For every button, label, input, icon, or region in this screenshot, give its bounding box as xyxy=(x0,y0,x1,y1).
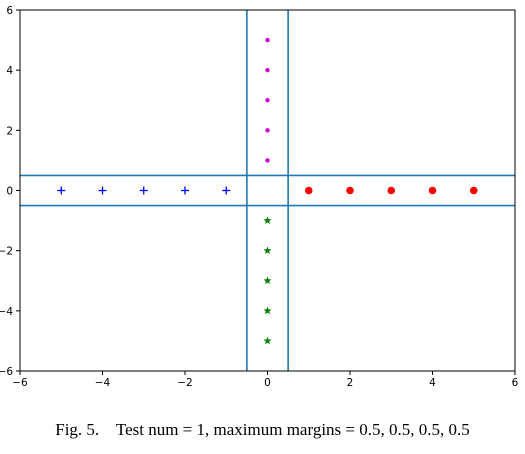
data-point-star xyxy=(264,246,272,254)
y-tick-label: 0 xyxy=(6,186,13,198)
data-point-star xyxy=(264,337,272,345)
x-tick-label: 2 xyxy=(347,377,354,389)
y-tick-label: −6 xyxy=(0,366,13,378)
data-point-dot xyxy=(265,38,269,42)
data-point-plus xyxy=(140,187,148,195)
data-point-dot xyxy=(265,98,269,102)
y-tick-label: −2 xyxy=(0,246,13,258)
margin-lines xyxy=(20,10,515,371)
x-tick-label: −2 xyxy=(177,377,192,389)
data-point-star xyxy=(264,277,272,285)
figure-caption: Fig. 5. Test num = 1, maximum margins = … xyxy=(0,420,525,440)
scatter-chart: −6 −4 −2 0 2 4 6 −6 −4 −2 0 2 4 6 xyxy=(0,0,525,400)
y-tick-label: 2 xyxy=(6,125,13,137)
data-points xyxy=(57,38,477,344)
y-tick-label: 6 xyxy=(6,5,13,17)
y-tick-label: 4 xyxy=(6,65,13,77)
x-tick-label: 0 xyxy=(264,377,271,389)
data-point-star xyxy=(264,307,272,315)
data-point-plus xyxy=(222,187,230,195)
y-axis: −6 −4 −2 0 2 4 6 xyxy=(0,5,20,378)
caption-text: Test num = 1, maximum margins = 0.5, 0.5… xyxy=(116,420,470,439)
caption-label: Fig. 5. xyxy=(55,420,99,439)
y-tick-label: −4 xyxy=(0,306,13,318)
data-point-circle xyxy=(346,187,354,195)
data-point-star xyxy=(264,216,272,224)
x-axis: −6 −4 −2 0 2 4 6 xyxy=(12,371,518,389)
x-tick-label: −6 xyxy=(12,377,28,389)
data-point-circle xyxy=(387,187,395,195)
data-point-circle xyxy=(429,187,437,195)
data-point-plus xyxy=(57,187,65,195)
data-point-dot xyxy=(265,128,269,132)
data-point-circle xyxy=(470,187,478,195)
data-point-plus xyxy=(181,187,189,195)
data-point-dot xyxy=(265,158,269,162)
x-tick-label: −4 xyxy=(95,377,111,389)
x-tick-label: 4 xyxy=(429,377,436,389)
x-tick-label: 6 xyxy=(512,377,519,389)
data-point-plus xyxy=(99,187,107,195)
plot-frame xyxy=(20,10,515,371)
data-point-circle xyxy=(305,187,313,195)
data-point-dot xyxy=(265,68,269,72)
